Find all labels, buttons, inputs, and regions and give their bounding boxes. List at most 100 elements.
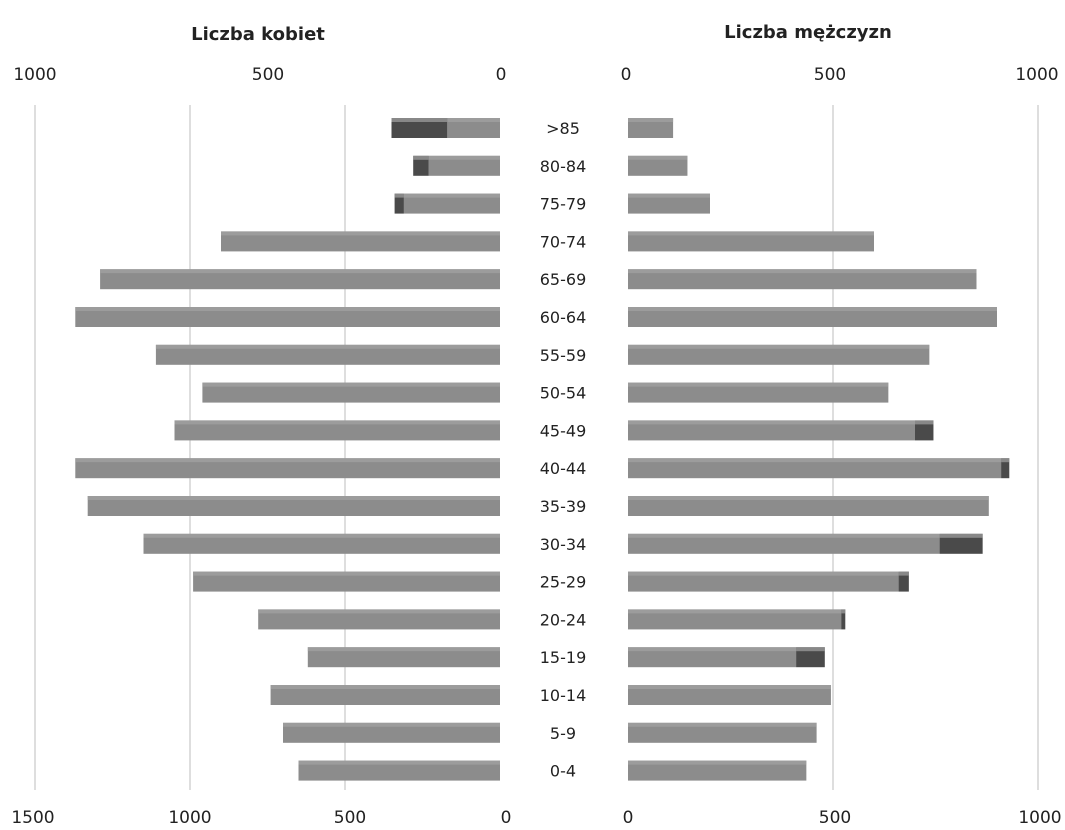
male-bar-highlight: [628, 382, 889, 387]
male-bar-highlight: [628, 685, 831, 689]
male-bar-highlight: [628, 118, 674, 122]
category-label: 75-79: [540, 195, 587, 214]
male-bar: [628, 571, 899, 592]
category-label: 35-39: [540, 497, 587, 516]
female-bar-highlight: [283, 722, 500, 727]
bars: [75, 118, 1010, 781]
female-bar-highlight: [87, 496, 500, 500]
female-bar-extra-highlight: [413, 155, 429, 160]
left-bottom-tick-label: 1500: [11, 808, 54, 828]
male-bar-highlight: [628, 231, 874, 236]
female-bar-extra: [391, 118, 448, 138]
female-bar: [307, 647, 500, 668]
labels: Liczba kobiet Liczba mężczyzn 1000 500 0 15…: [11, 22, 1061, 828]
left-bottom-tick-label: 0: [501, 808, 512, 828]
male-bar-highlight: [628, 760, 807, 765]
male-bar: [628, 496, 989, 516]
female-bar: [447, 118, 500, 138]
male-bar-extra: [915, 420, 934, 441]
female-bar-highlight: [447, 118, 500, 122]
male-bar-highlight: [628, 533, 940, 538]
female-bar: [283, 722, 500, 743]
female-bar: [258, 609, 500, 630]
male-bar-highlight: [628, 420, 915, 425]
female-bar-highlight: [221, 231, 500, 236]
right-top-tick-label: 0: [621, 65, 632, 85]
right-top-tick-label: 500: [814, 65, 846, 85]
male-bar: [628, 269, 977, 290]
category-label: >85: [546, 119, 580, 138]
male-bar-extra: [1001, 458, 1010, 479]
female-bar: [270, 685, 500, 705]
category-label: 70-74: [540, 232, 587, 251]
category-label: 25-29: [540, 573, 587, 592]
male-bar-extra-highlight: [898, 571, 909, 576]
male-bar: [628, 193, 710, 214]
male-bar-extra: [939, 533, 983, 554]
left-top-tick-label: 500: [252, 65, 284, 85]
female-bar: [202, 382, 500, 403]
male-bar: [628, 647, 797, 668]
male-bar: [628, 760, 807, 781]
female-bar-highlight: [143, 533, 500, 538]
category-label: 0-4: [550, 762, 576, 781]
category-label: 40-44: [540, 459, 587, 478]
female-bar: [100, 269, 500, 290]
gridlines: [34, 105, 1039, 790]
female-bar-highlight: [75, 458, 501, 463]
male-bar-highlight: [628, 269, 977, 274]
category-label: 50-54: [540, 384, 587, 403]
female-bar-highlight: [298, 760, 500, 765]
male-bar-extra-highlight: [796, 647, 825, 652]
male-bar: [628, 458, 1002, 479]
male-bar-highlight: [628, 609, 842, 614]
female-bar-highlight: [75, 307, 501, 311]
category-label: 30-34: [540, 535, 587, 554]
male-bar-highlight: [628, 647, 797, 652]
category-label: 5-9: [550, 724, 576, 743]
female-bar-highlight: [270, 685, 500, 689]
female-bar-extra: [413, 155, 429, 176]
male-bar-highlight: [628, 722, 817, 727]
category-label: 15-19: [540, 648, 587, 667]
left-top-tick-label: 1000: [13, 65, 56, 85]
female-bar: [143, 533, 500, 554]
female-bar-extra-highlight: [394, 193, 404, 198]
male-bar-highlight: [628, 193, 710, 198]
male-bar: [628, 344, 930, 365]
left-panel-title: Liczba kobiet: [191, 24, 325, 45]
left-bottom-tick-label: 1000: [168, 808, 211, 828]
female-bar: [155, 344, 500, 365]
female-bar: [221, 231, 500, 252]
female-bar-highlight: [100, 269, 500, 274]
female-bar-highlight: [155, 344, 500, 349]
category-label: 45-49: [540, 421, 587, 440]
female-bar-highlight: [403, 193, 500, 198]
category-label: 10-14: [540, 686, 587, 705]
male-bar: [628, 382, 889, 403]
male-bar-highlight: [628, 155, 688, 160]
female-bar-highlight: [174, 420, 500, 425]
left-bottom-tick-label: 500: [334, 808, 366, 828]
female-bar: [298, 760, 500, 781]
male-bar-extra-highlight: [841, 609, 846, 614]
male-bar-highlight: [628, 307, 997, 311]
male-bar: [628, 609, 842, 630]
right-bottom-tick-label: 500: [819, 808, 851, 828]
male-bar-extra: [796, 647, 825, 668]
right-bottom-tick-label: 0: [623, 808, 634, 828]
female-bar: [403, 193, 500, 214]
male-bar: [628, 420, 915, 441]
male-bar-highlight: [628, 496, 989, 500]
female-bar: [75, 307, 501, 327]
female-bar: [428, 155, 500, 176]
male-bar-extra-highlight: [915, 420, 934, 425]
male-bar: [628, 155, 688, 176]
female-bar-extra-highlight: [391, 118, 448, 122]
female-bar-highlight: [307, 647, 500, 652]
male-bar-extra: [841, 609, 846, 630]
female-bar-highlight: [193, 571, 500, 576]
right-bottom-tick-label: 1000: [1018, 808, 1061, 828]
right-top-tick-label: 1000: [1015, 65, 1058, 85]
